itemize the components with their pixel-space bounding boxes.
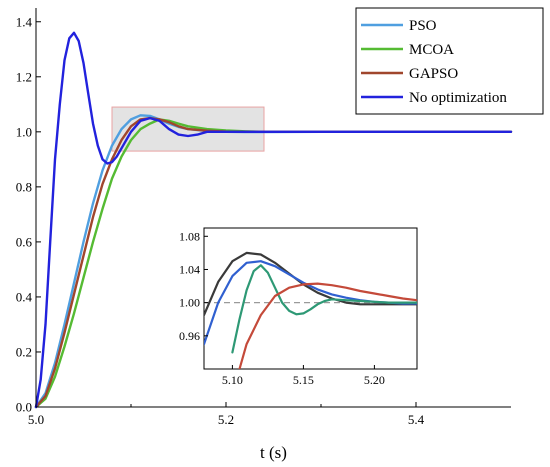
x-tick-label: 5.0 bbox=[28, 412, 44, 427]
inset-series-line-3 bbox=[231, 264, 417, 354]
inset-y-tick-label: 1.00 bbox=[179, 296, 200, 310]
legend-label-mcoa: MCOA bbox=[409, 42, 454, 58]
x-axis-title: t (s) bbox=[260, 443, 287, 462]
y-tick-label: 0.8 bbox=[16, 179, 32, 194]
y-tick-label: 1.0 bbox=[16, 124, 32, 139]
x-tick-label: 5.4 bbox=[408, 412, 425, 427]
inset-y-tick-label: 1.08 bbox=[179, 229, 200, 243]
inset-x-ticks: 5.10 5.15 5.20 bbox=[222, 365, 385, 387]
main-axes: 5.0 5.2 5.4 0.0 0.2 0.4 0.6 0.8 1.0 1.2 1.4 bbox=[16, 8, 511, 427]
main-series-group bbox=[34, 31, 513, 409]
y-ticks: 0.0 0.2 0.4 0.6 0.8 1.0 1.2 1.4 bbox=[16, 14, 41, 415]
y-tick-label: 0.6 bbox=[16, 234, 33, 249]
legend-label-no-optimization: No optimization bbox=[409, 90, 507, 106]
inset-y-tick-label: 0.96 bbox=[179, 329, 200, 343]
inset-y-ticks: 0.96 1.00 1.04 1.08 bbox=[179, 229, 208, 343]
inset-x-tick-label: 5.15 bbox=[293, 373, 314, 387]
y-tick-label: 0.4 bbox=[16, 289, 33, 304]
inset-x-tick-label: 5.10 bbox=[222, 373, 243, 387]
y-tick-label: 0.0 bbox=[16, 400, 32, 415]
inset-frame bbox=[203, 227, 418, 370]
y-tick-label: 1.2 bbox=[16, 69, 32, 84]
inset-series-line-1 bbox=[204, 251, 417, 317]
legend-label-gapso: GAPSO bbox=[409, 66, 458, 82]
inset-x-tick-label: 5.20 bbox=[364, 373, 385, 387]
series-line-no-optimization bbox=[34, 31, 513, 409]
inset-series-group bbox=[204, 251, 417, 369]
x-ticks: 5.0 5.2 5.4 bbox=[28, 402, 425, 427]
y-tick-label: 1.4 bbox=[16, 14, 33, 29]
inset-chart: 5.10 5.15 5.20 0.96 1.00 1.04 1.08 bbox=[179, 227, 418, 387]
legend: PSO MCOA GAPSO No optimization bbox=[355, 7, 544, 115]
legend-label-pso: PSO bbox=[409, 18, 437, 34]
legend-items: PSO MCOA GAPSO No optimization bbox=[361, 18, 507, 106]
x-tick-label: 5.2 bbox=[218, 412, 234, 427]
inset-y-tick-label: 1.04 bbox=[179, 262, 200, 276]
inset-series-line-4 bbox=[238, 282, 417, 369]
y-tick-label: 0.2 bbox=[16, 344, 32, 359]
